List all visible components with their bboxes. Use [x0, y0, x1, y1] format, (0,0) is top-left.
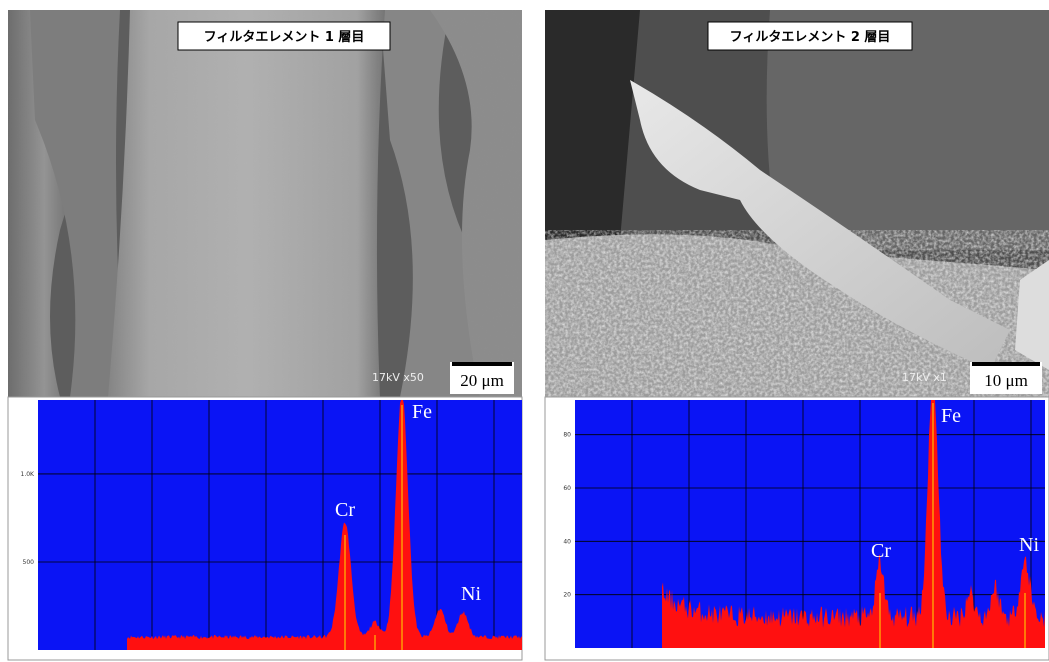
- scale-bar: [452, 362, 512, 366]
- sem-info: 17kV x1: [902, 371, 947, 384]
- sem-image-2: [545, 10, 1049, 397]
- panel-title: フィルタエレメント 1 層目: [204, 30, 365, 45]
- y-tick-label: 20: [563, 592, 571, 599]
- sem-info: 17kV x50: [372, 371, 424, 384]
- peak-label: Fe: [412, 401, 432, 423]
- peak-label: Ni: [461, 583, 481, 605]
- y-tick-label: 500: [23, 559, 35, 566]
- y-tick-label: 80: [563, 432, 571, 439]
- peak-label: Ni: [1019, 534, 1039, 556]
- y-tick-label: 60: [563, 485, 571, 492]
- scale-bar: [972, 362, 1040, 366]
- sem-image-1: [8, 10, 522, 397]
- y-tick-label: 40: [563, 538, 571, 545]
- y-tick-label: 1.0K: [21, 471, 36, 478]
- peak-label: Fe: [941, 405, 961, 427]
- peak-label: Cr: [871, 540, 891, 562]
- scale-bar-label: 10 μm: [984, 371, 1028, 390]
- spectrum-area: [38, 400, 522, 650]
- scale-bar-label: 20 μm: [460, 371, 504, 390]
- figure: フィルタエレメント 1 層目 17kV x50 20 μm 500 1.0K Cr Fe Ni…: [0, 0, 1049, 662]
- peak-label: Cr: [335, 499, 355, 521]
- panel-title: フィルタエレメント 2 層目: [730, 30, 891, 45]
